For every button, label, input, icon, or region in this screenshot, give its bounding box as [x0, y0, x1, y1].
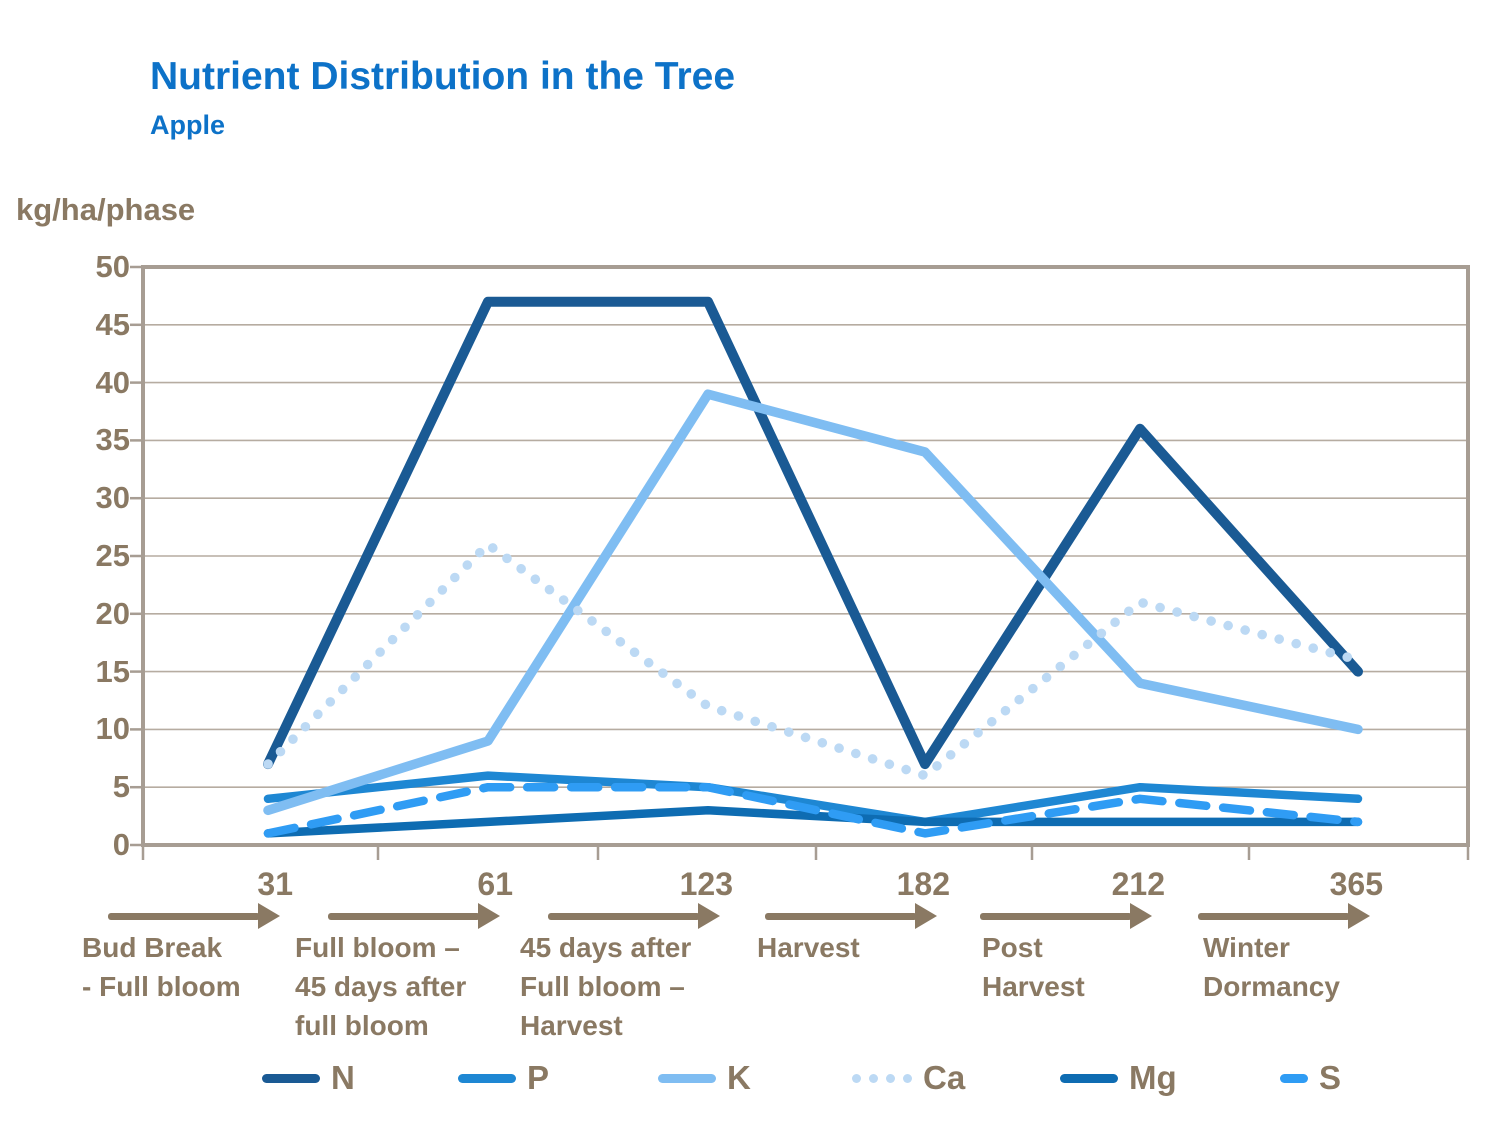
- legend-item-ca: Ca: [852, 1056, 965, 1100]
- y-tick-label: 15: [95, 653, 130, 689]
- x-tick-label-123: 123: [679, 866, 733, 902]
- phase-arrow-icon: [108, 903, 280, 929]
- legend-item-p: P: [458, 1056, 549, 1100]
- y-tick-label: 25: [95, 538, 130, 573]
- phase-label-45-days: 45 days after Full bloom – Harvest: [520, 932, 692, 1041]
- legend-item-mg: Mg: [1060, 1056, 1177, 1100]
- line-chart: [130, 265, 1470, 860]
- phase-label-harvest: Harvest: [757, 932, 860, 963]
- y-tick-label: 35: [95, 422, 130, 458]
- legend-swatch-ca-icon: [852, 1073, 912, 1083]
- series-line-mg: [263, 806, 1363, 838]
- phase-arrow-icon: [765, 903, 937, 929]
- series-line-ca: [263, 539, 1363, 781]
- legend-swatch-p-icon: [458, 1073, 516, 1083]
- phase-label-full-bloom: Full bloom – 45 days after full bloom: [295, 932, 467, 1041]
- x-tick-label-31: 31: [257, 866, 293, 902]
- y-tick-label: 10: [95, 711, 130, 747]
- y-axis-title: kg/ha/phase: [16, 192, 196, 227]
- legend-item-n: N: [262, 1056, 355, 1100]
- chart-title: Nutrient Distribution in the Tree: [150, 55, 736, 98]
- legend-item-k: K: [658, 1056, 751, 1100]
- y-tick-label: 45: [95, 306, 130, 342]
- x-tick-label-365: 365: [1329, 866, 1383, 902]
- chart-subtitle: Apple: [150, 110, 226, 140]
- legend-swatch-s-icon: [1280, 1073, 1308, 1083]
- x-tick-label-182: 182: [896, 866, 950, 902]
- phase-arrow-icon: [328, 903, 500, 929]
- legend-swatch-n-icon: [262, 1073, 320, 1083]
- phase-label-winter-dormancy: Winter Dormancy: [1203, 932, 1340, 1002]
- y-tick-label: 5: [112, 769, 130, 805]
- phase-label-post-harvest: Post Harvest: [982, 932, 1085, 1002]
- legend-swatch-mg-icon: [1060, 1073, 1118, 1083]
- phase-label-bud-break: Bud Break - Full bloom: [82, 932, 241, 1002]
- y-tick-label: 50: [95, 249, 130, 284]
- legend-swatch-k-icon: [658, 1073, 716, 1083]
- series-line-k: [263, 389, 1363, 816]
- y-tick-label: 40: [95, 364, 130, 400]
- x-tick-label-61: 61: [477, 866, 513, 902]
- plot-border: [141, 265, 1470, 847]
- y-tick-label: 20: [95, 595, 130, 631]
- series-line-p: [263, 771, 1363, 827]
- phase-arrow-icon: [980, 903, 1152, 929]
- legend-item-s: S: [1280, 1056, 1341, 1100]
- series-line-s: [263, 782, 1363, 838]
- x-tick-label-212: 212: [1111, 866, 1165, 902]
- phase-arrow-icon: [1198, 903, 1370, 929]
- y-tick-label: 0: [112, 827, 130, 862]
- phase-arrow-icon: [548, 903, 720, 929]
- chart-plot-area: [128, 263, 1480, 883]
- series-line-n: [263, 296, 1363, 770]
- y-tick-label: 30: [95, 480, 130, 516]
